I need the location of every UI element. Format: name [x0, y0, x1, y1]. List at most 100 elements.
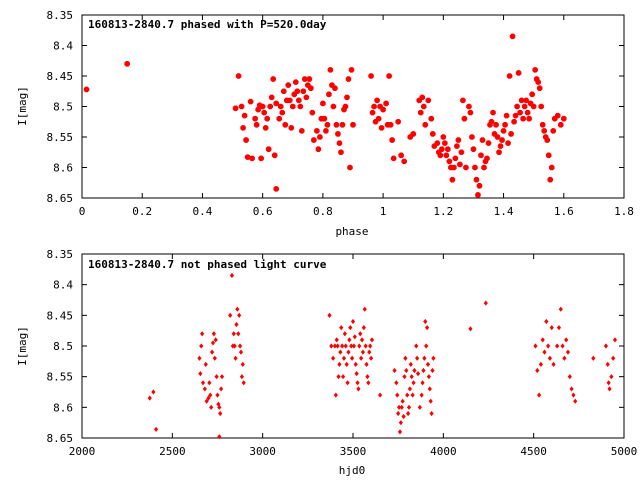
top-data-point	[390, 155, 397, 162]
top-data-point	[294, 88, 301, 95]
bottom-data-point	[565, 349, 571, 355]
bottom-data-point	[343, 343, 348, 349]
bottom-data-point	[204, 398, 209, 404]
top-data-point	[252, 115, 258, 122]
bottom-data-point	[562, 355, 567, 361]
top-data-point	[296, 97, 302, 104]
top-data-point	[500, 128, 507, 134]
top-data-point	[327, 67, 334, 73]
top-data-point	[261, 109, 267, 116]
bottom-data-point	[199, 343, 204, 349]
bottom-data-point	[356, 386, 361, 392]
bottom-y-axis-label: I[mag]	[16, 326, 29, 366]
bottom-data-point	[483, 300, 488, 306]
bottom-data-point	[423, 318, 428, 325]
bottom-data-point	[414, 343, 419, 349]
top-data-point	[347, 164, 353, 171]
top-data-point	[315, 146, 322, 152]
top-data-point	[371, 103, 377, 110]
top-data-point	[521, 103, 528, 110]
top-x-tick-label: 0.8	[313, 205, 333, 218]
bottom-data-point	[339, 325, 344, 331]
top-data-point	[345, 76, 352, 82]
top-data-point	[264, 115, 270, 122]
top-data-point	[369, 109, 376, 116]
bottom-data-point	[394, 380, 399, 386]
bottom-data-point	[340, 343, 345, 349]
bottom-data-point	[341, 355, 347, 361]
bottom-x-tick-label: 5000	[611, 445, 638, 458]
top-data-point	[285, 82, 292, 88]
bottom-data-point	[350, 318, 356, 325]
bottom-data-point	[567, 374, 572, 380]
top-data-point	[368, 73, 374, 79]
top-data-point	[544, 137, 550, 143]
top-data-point	[455, 137, 462, 143]
bottom-data-point	[236, 331, 241, 337]
bottom-data-point	[345, 380, 350, 386]
bottom-data-point	[329, 343, 334, 349]
top-data-point	[303, 94, 310, 101]
top-data-point	[463, 164, 469, 171]
bottom-data-point	[540, 337, 545, 343]
bottom-data-point	[234, 321, 239, 328]
bottom-data-point	[237, 312, 242, 318]
bottom-y-tick-label: 8.6	[53, 401, 73, 414]
bottom-data-point	[200, 380, 206, 386]
top-data-point	[270, 76, 276, 82]
top-data-point	[383, 100, 389, 107]
top-data-point	[449, 176, 456, 183]
top-data-point	[466, 103, 472, 110]
top-data-point	[511, 118, 517, 125]
top-data-point	[273, 186, 279, 192]
top-data-point	[238, 103, 245, 110]
top-data-point	[282, 122, 289, 128]
top-data-point	[247, 98, 254, 105]
top-data-points	[83, 33, 567, 198]
bottom-data-point	[361, 325, 366, 331]
bottom-data-point	[556, 325, 562, 331]
bottom-data-point	[397, 429, 403, 435]
bottom-data-point	[403, 355, 408, 361]
top-data-point	[330, 103, 337, 110]
top-data-point	[532, 67, 538, 73]
bottom-data-point	[233, 355, 238, 361]
top-data-point	[255, 106, 261, 113]
top-data-point	[314, 128, 320, 134]
top-data-point	[332, 85, 338, 91]
top-data-point	[300, 88, 307, 95]
top-data-point	[344, 94, 350, 101]
top-data-point	[83, 86, 90, 93]
top-data-point	[469, 134, 475, 140]
bottom-data-point	[429, 410, 434, 417]
top-data-point	[265, 146, 272, 152]
top-data-point	[338, 149, 344, 156]
top-data-point	[317, 134, 323, 140]
bottom-x-tick-label: 3000	[249, 445, 276, 458]
bottom-data-point	[209, 404, 214, 410]
top-data-point	[336, 140, 343, 146]
top-y-tick-label: 8.65	[47, 192, 74, 205]
top-data-point	[280, 88, 287, 95]
bottom-data-point	[344, 361, 349, 367]
bottom-data-point	[571, 392, 576, 398]
bottom-data-point	[404, 367, 409, 374]
top-y-tick-label: 8.4	[53, 40, 73, 53]
top-data-point	[342, 103, 349, 110]
top-data-point	[505, 140, 511, 146]
top-data-point	[443, 152, 450, 159]
top-data-point	[339, 122, 346, 128]
bottom-x-tick-label: 3500	[340, 445, 367, 458]
top-data-point	[499, 137, 505, 143]
top-data-point	[253, 122, 260, 128]
top-data-point	[535, 79, 541, 85]
bottom-x-tick-label: 2500	[159, 445, 186, 458]
bottom-data-point	[359, 355, 364, 361]
top-data-point	[324, 122, 331, 128]
top-data-point	[473, 176, 480, 183]
top-data-point	[457, 161, 463, 168]
bottom-data-point	[431, 355, 436, 361]
bottom-data-point	[207, 380, 212, 386]
top-data-point	[306, 76, 313, 82]
top-data-point	[518, 97, 525, 104]
